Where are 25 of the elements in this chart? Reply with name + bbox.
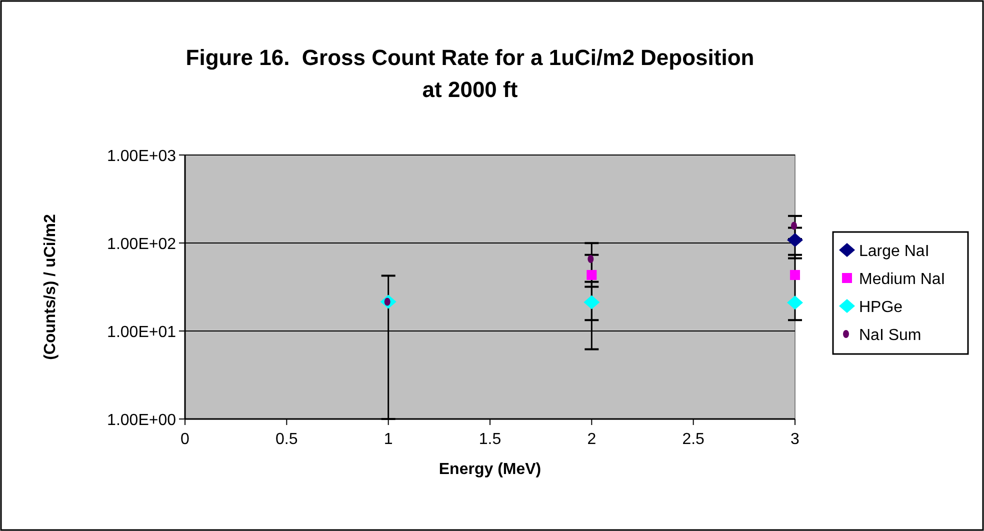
point — [790, 270, 800, 280]
y-tick-label: 1.00E+03 — [107, 148, 176, 165]
legend-label: NaI Sum — [859, 327, 922, 344]
x-axis-title: Energy (MeV) — [438, 461, 542, 478]
y-axis-title: (Counts/s) / uCi/m2 — [42, 214, 59, 360]
y-tick-label: 1.00E+01 — [107, 324, 176, 341]
legend-label: Medium NaI — [859, 271, 946, 288]
x-tick-label: 2 — [587, 431, 596, 448]
x-tick-label: 1 — [384, 431, 393, 448]
point — [787, 296, 803, 310]
chart-title: Figure 16. Gross Count Rate for a 1uCi/m2 Deposition at 2000 ft — [186, 45, 754, 102]
x-tick-label: 0 — [180, 431, 190, 448]
x-tick-label: 1.5 — [478, 431, 502, 448]
legend-label: Large NaI — [859, 243, 930, 260]
point — [791, 222, 797, 230]
x-tick-label: 3 — [790, 431, 800, 448]
point — [586, 270, 597, 280]
y-tick-label: 1.00E+00 — [107, 412, 176, 429]
y-tick-label: 1.00E+02 — [107, 236, 176, 253]
point — [588, 254, 594, 263]
point — [584, 295, 600, 310]
x-tick-label: 2.5 — [682, 431, 705, 448]
point — [787, 233, 803, 248]
legend-label: HPGe — [859, 299, 903, 316]
x-tick-label: 0.5 — [276, 431, 298, 448]
